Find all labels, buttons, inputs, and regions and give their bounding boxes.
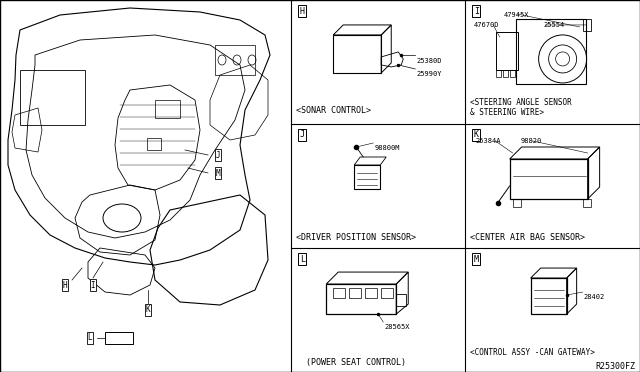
Bar <box>333 288 345 298</box>
Bar <box>215 45 255 75</box>
Bar <box>355 165 380 189</box>
Text: <STEERING ANGLE SENSOR
& STEERING WIRE>: <STEERING ANGLE SENSOR & STEERING WIRE> <box>470 98 572 117</box>
Text: 25380D: 25380D <box>416 58 442 64</box>
Text: 25990Y: 25990Y <box>416 71 442 77</box>
Bar <box>349 288 361 298</box>
Text: M: M <box>216 169 220 177</box>
Bar <box>396 294 406 306</box>
Text: M: M <box>474 254 479 264</box>
Text: I: I <box>91 280 95 289</box>
Bar <box>155 100 180 118</box>
Text: H: H <box>300 6 305 16</box>
Bar <box>495 70 500 77</box>
Bar <box>333 35 381 73</box>
Bar <box>381 288 393 298</box>
Bar <box>502 70 508 77</box>
Text: I: I <box>474 6 479 16</box>
Text: <CENTER AIR BAG SENSOR>: <CENTER AIR BAG SENSOR> <box>470 233 585 242</box>
Text: 25554: 25554 <box>543 22 564 28</box>
Bar <box>495 32 518 70</box>
Bar <box>516 19 586 84</box>
Text: 47945X: 47945X <box>503 12 529 18</box>
Text: J: J <box>216 151 220 160</box>
Text: H: H <box>63 280 67 289</box>
Bar <box>326 284 396 314</box>
Text: 25384A: 25384A <box>476 138 500 144</box>
Text: <DRIVER POSITION SENSOR>: <DRIVER POSITION SENSOR> <box>296 233 416 242</box>
Bar <box>582 199 591 207</box>
Text: K: K <box>146 305 150 314</box>
Text: L: L <box>300 254 305 264</box>
Bar <box>582 19 591 31</box>
Bar <box>513 199 521 207</box>
Text: 98800M: 98800M <box>374 145 400 151</box>
Text: 47670D: 47670D <box>474 22 499 28</box>
Text: (POWER SEAT CONTROL): (POWER SEAT CONTROL) <box>306 358 406 367</box>
Text: L: L <box>88 334 92 343</box>
Text: <CONTROL ASSY -CAN GATEWAY>: <CONTROL ASSY -CAN GATEWAY> <box>470 348 595 357</box>
Text: 98820: 98820 <box>520 138 541 144</box>
Text: R25300FZ: R25300FZ <box>595 362 635 371</box>
Text: K: K <box>474 130 479 140</box>
Bar <box>147 138 161 150</box>
Bar <box>20 70 85 125</box>
Bar <box>105 332 133 344</box>
Bar <box>531 278 566 314</box>
Text: 28565X: 28565X <box>384 324 410 330</box>
Bar <box>509 70 515 77</box>
Bar <box>509 159 588 199</box>
Bar <box>365 288 377 298</box>
Text: 28402: 28402 <box>584 294 605 300</box>
Text: J: J <box>300 130 305 140</box>
Text: <SONAR CONTROL>: <SONAR CONTROL> <box>296 106 371 115</box>
